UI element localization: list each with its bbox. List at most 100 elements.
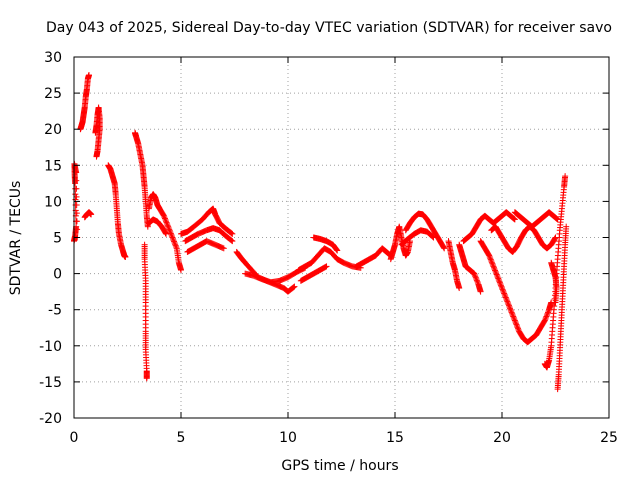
y-tick-label: 20 xyxy=(44,122,62,138)
y-tick-label: -20 xyxy=(39,411,62,427)
data-point xyxy=(486,252,493,259)
data-point xyxy=(515,325,522,332)
data-point xyxy=(492,267,499,274)
data-point xyxy=(163,230,170,237)
x-tick-label: 20 xyxy=(493,430,511,446)
data-point xyxy=(487,255,494,262)
data-point xyxy=(166,226,173,233)
data-point xyxy=(493,270,500,277)
data-point xyxy=(510,313,517,320)
data-point xyxy=(334,247,341,254)
data-point xyxy=(494,274,501,281)
data-point xyxy=(169,234,176,241)
data-point xyxy=(290,284,297,291)
data-point xyxy=(503,295,510,302)
data-point xyxy=(542,314,549,321)
data-point xyxy=(168,233,175,240)
data-point xyxy=(511,317,518,324)
data-point xyxy=(506,303,513,310)
data-point xyxy=(501,290,508,297)
data-point xyxy=(472,273,479,280)
data-point xyxy=(165,223,172,230)
data-point xyxy=(164,222,171,229)
data-point xyxy=(495,276,502,283)
data-point xyxy=(171,238,178,245)
data-point xyxy=(508,309,515,316)
data-point xyxy=(512,320,519,327)
data-point xyxy=(490,264,497,271)
x-tick-label: 25 xyxy=(600,430,618,446)
data-point xyxy=(490,263,497,270)
data-point xyxy=(543,313,550,320)
y-tick-label: -15 xyxy=(39,375,62,391)
data-point xyxy=(514,324,521,331)
data-point xyxy=(73,218,80,225)
data-point xyxy=(502,293,509,300)
data-point xyxy=(492,268,499,275)
x-tick-label: 10 xyxy=(279,430,297,446)
data-point xyxy=(333,246,340,253)
data-point xyxy=(502,294,509,301)
data-point xyxy=(500,287,507,294)
y-tick-label: 10 xyxy=(44,194,62,210)
data-point xyxy=(73,202,80,209)
data-point xyxy=(503,297,510,304)
data-point xyxy=(165,225,172,232)
data-point xyxy=(489,262,496,269)
data-point xyxy=(228,230,235,237)
data-point xyxy=(499,285,505,292)
y-tick-label: 15 xyxy=(44,158,62,174)
data-point xyxy=(510,314,517,321)
data-point xyxy=(543,312,550,319)
data-point xyxy=(333,246,340,253)
data-point xyxy=(73,193,80,200)
x-tick-label: 5 xyxy=(177,430,186,446)
data-point xyxy=(144,223,151,230)
y-axis-label: SDTVAR / TECUs xyxy=(8,181,24,296)
data-point xyxy=(291,283,298,290)
data-point xyxy=(497,282,504,289)
data-point xyxy=(166,227,173,234)
data-point xyxy=(73,210,80,217)
data-point xyxy=(161,214,168,221)
data-point xyxy=(494,272,501,279)
data-point xyxy=(507,305,514,312)
data-point xyxy=(93,153,100,160)
data-point xyxy=(511,216,518,223)
data-point xyxy=(552,299,559,306)
data-point xyxy=(440,244,447,251)
axis-tick-labels: 0 5 10 15 20 25 -20 -15 -10 -5 0 5 10 15 20 25 30 xyxy=(39,50,618,446)
data-point xyxy=(513,322,520,329)
data-point xyxy=(500,289,507,296)
data-point xyxy=(504,299,511,306)
data-point xyxy=(161,215,168,222)
data-point xyxy=(488,257,495,264)
data-point xyxy=(172,242,179,249)
data-point xyxy=(167,229,174,236)
data-point xyxy=(162,216,169,223)
data-point xyxy=(513,321,520,328)
data-point xyxy=(493,271,500,278)
chart-title: Day 043 of 2025, Sidereal Day-to-day VTE… xyxy=(46,20,612,36)
y-tick-label: -5 xyxy=(48,303,62,319)
y-tick-label: 0 xyxy=(53,267,62,283)
data-point xyxy=(143,375,150,382)
data-point xyxy=(472,274,479,281)
data-point xyxy=(471,270,478,277)
data-point xyxy=(499,286,506,293)
data-point xyxy=(429,233,436,240)
data-point xyxy=(505,301,512,308)
x-axis-label: GPS time / hours xyxy=(281,458,398,474)
data-point xyxy=(168,231,175,238)
data-point xyxy=(495,275,502,282)
data-point xyxy=(488,259,495,266)
data-point xyxy=(162,229,169,236)
data-point xyxy=(512,318,519,325)
data-point xyxy=(509,310,516,317)
data-point xyxy=(496,279,503,286)
data-point xyxy=(496,278,503,285)
x-tick-label: 0 xyxy=(70,430,79,446)
data-point xyxy=(456,285,463,292)
data-point xyxy=(473,276,480,283)
